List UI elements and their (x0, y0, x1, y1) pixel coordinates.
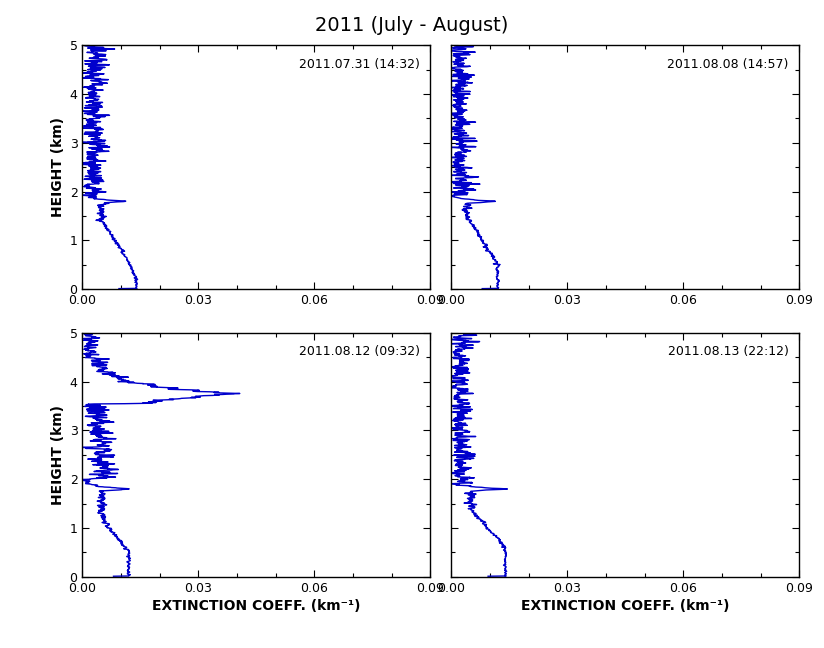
X-axis label: EXTINCTION COEFF. (km⁻¹): EXTINCTION COEFF. (km⁻¹) (521, 599, 729, 613)
Text: 2011.08.12 (09:32): 2011.08.12 (09:32) (299, 345, 420, 358)
Text: 2011.08.13 (22:12): 2011.08.13 (22:12) (668, 345, 789, 358)
Text: 2011.07.31 (14:32): 2011.07.31 (14:32) (299, 58, 420, 71)
Y-axis label: HEIGHT (km): HEIGHT (km) (51, 405, 65, 505)
Text: 2011 (July - August): 2011 (July - August) (316, 16, 508, 35)
Y-axis label: HEIGHT (km): HEIGHT (km) (51, 117, 65, 217)
X-axis label: EXTINCTION COEFF. (km⁻¹): EXTINCTION COEFF. (km⁻¹) (152, 599, 361, 613)
Text: 2011.08.08 (14:57): 2011.08.08 (14:57) (667, 58, 789, 71)
